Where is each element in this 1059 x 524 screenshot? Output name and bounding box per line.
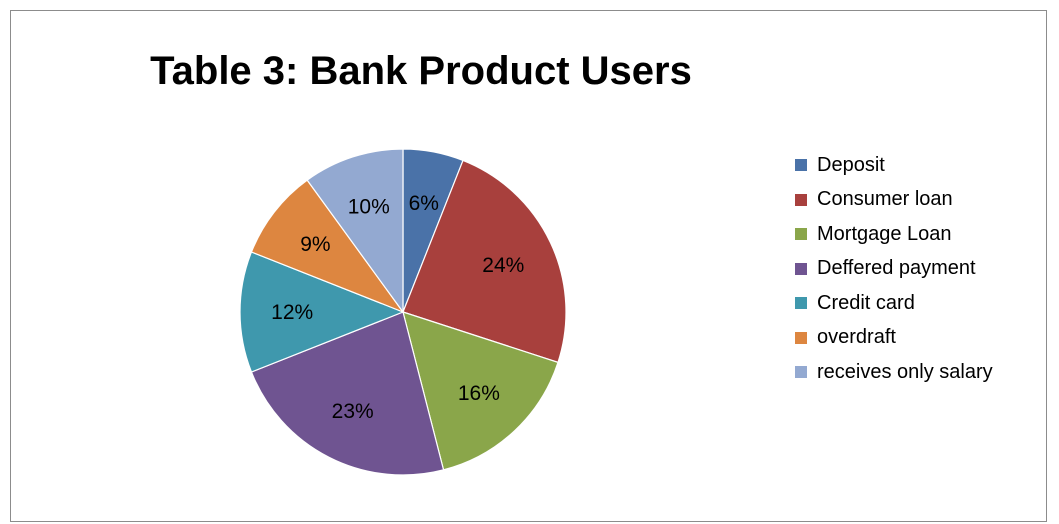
legend-item: Credit card (795, 286, 993, 321)
legend-label: Mortgage Loan (817, 222, 952, 245)
legend-swatch (795, 262, 807, 275)
legend-item: Deffered payment (795, 252, 993, 287)
legend-item: receives only salary (795, 355, 993, 390)
slice-data-label: 24% (482, 254, 524, 277)
slice-data-label: 16% (458, 382, 500, 405)
slice-data-label: 23% (332, 400, 374, 423)
pie-slice-deffered-payment (250, 311, 445, 476)
legend-swatch (795, 228, 807, 241)
legend-label: Consumer loan (817, 188, 953, 211)
legend-item: Mortgage Loan (795, 217, 993, 252)
pie-slice-consumer-loan (402, 159, 567, 364)
slice-data-label: 10% (348, 196, 390, 219)
legend-label: overdraft (817, 326, 896, 349)
legend-swatch (795, 297, 807, 310)
legend-item: overdraft (795, 321, 993, 356)
slice-data-label: 9% (300, 233, 330, 256)
pie-slice-mortgage-loan (402, 311, 559, 471)
slice-data-label: 6% (409, 192, 439, 215)
legend-label: receives only salary (817, 360, 993, 383)
pie-slice-overdraft (250, 179, 405, 314)
legend-swatch (795, 193, 807, 206)
legend-label: Deposit (817, 153, 885, 176)
legend-label: Credit card (817, 291, 915, 314)
pie-slice-credit-card (239, 251, 405, 373)
chart-title: Table 3: Bank Product Users (150, 49, 692, 93)
legend-swatch (795, 366, 807, 379)
legend-swatch (795, 159, 807, 172)
legend-swatch (795, 331, 807, 344)
chart-legend: Deposit Consumer loan Mortgage Loan Deffere… (795, 148, 993, 390)
slice-data-label: 12% (271, 301, 313, 324)
pie-slice-receives-only-salary (306, 148, 404, 314)
legend-item: Consumer loan (795, 183, 993, 218)
legend-item: Deposit (795, 148, 993, 183)
legend-label: Deffered payment (817, 257, 976, 280)
